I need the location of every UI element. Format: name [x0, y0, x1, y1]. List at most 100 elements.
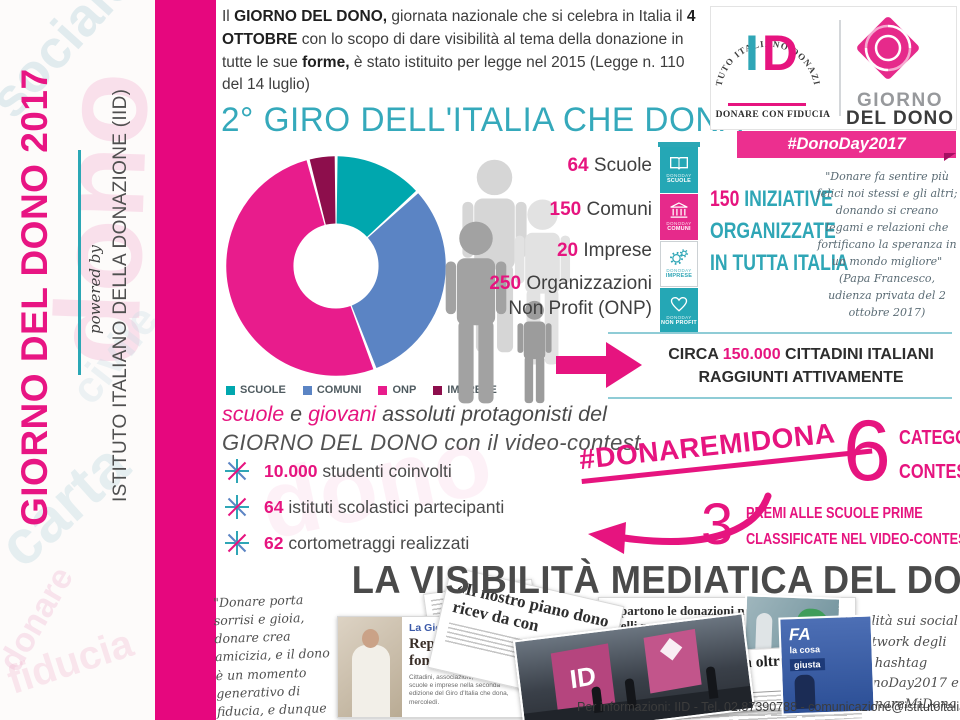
pope-photo [338, 617, 402, 717]
stat-onp: 250 Organizzazioni Non Profit (ONP) [392, 272, 652, 321]
legend-item: SCUOLE [226, 384, 286, 396]
pope-quote: "Donare fa sentire più felici noi stessi… [816, 170, 958, 320]
stat-value: 20 [556, 240, 579, 261]
stat-label: Comuni [586, 199, 652, 220]
iid-arc-text: ISTITUTO ITALIANO DONAZIONE [712, 10, 821, 87]
bullet-number: 10.000 [264, 460, 318, 481]
badge-non-profit: DONODAY NON PROFIT [660, 288, 698, 334]
bullet-label: istituti scolastici partecipanti [283, 496, 505, 517]
initiatives-text: INIZIATIVE [739, 186, 833, 211]
media-section-title: LA VISIBILITÀ MEDIATICA DEL DONO [351, 559, 960, 602]
diamond-shape [659, 638, 683, 661]
magenta-accent-bar [155, 0, 216, 720]
event-title-vertical: GIORNO DEL DONO 2017 [14, 68, 55, 526]
prizes-label: PREMI ALLE SCUOLE PRIME [746, 505, 923, 522]
categories-number: 6 [843, 403, 891, 499]
curved-arrow-icon [588, 492, 772, 554]
stat-label: Imprese [583, 240, 652, 261]
logo-card [710, 6, 957, 130]
bullet-text: 62 cortometraggi realizzati [264, 533, 469, 554]
reach-text: CITTADINI ITALIANI [780, 346, 934, 363]
tv-show-title: la cosa [789, 644, 821, 656]
contest-bullet: 64 istituti scolastici partecipanti [224, 494, 504, 520]
stat-label: Non Profit (ONP) [508, 297, 652, 319]
giorno-del-dono-wordmark: DEL DONO [846, 108, 954, 129]
prizes-label: CLASSIFICATE NEL VIDEO-CONTEST [746, 531, 960, 548]
contest-headline: GIORNO DEL DONO con il video-contest [222, 430, 641, 456]
clipping-body: Cittadini, associazioni, Comuni, scuole … [409, 673, 509, 706]
stat-value: 64 [567, 155, 589, 176]
contest-bullet: 62 cortometraggi realizzati [224, 530, 469, 556]
legend-swatch-onp [378, 385, 388, 395]
logo-divider [839, 20, 841, 116]
contest-brand: GIORNO DEL DONO [222, 430, 438, 455]
badge-label: SCUOLE [666, 178, 692, 184]
intro-segment: Il [222, 8, 235, 25]
right-arrow-icon [556, 342, 642, 388]
title-underline [658, 142, 700, 147]
legend-label: SCUOLE [240, 384, 286, 396]
badge-brand: DONODAY [666, 268, 692, 273]
book-icon [670, 157, 688, 170]
contest-accent: giovani [308, 402, 377, 426]
donut-chart [226, 156, 446, 376]
badge-brand: DONODAY [666, 221, 692, 226]
stat-imprese: 20 Imprese [392, 240, 652, 262]
initiatives-number: 150 [710, 186, 740, 211]
badge-brand: DONODAY [666, 173, 692, 178]
stat-label: Scuole [593, 155, 652, 176]
stat-value: 250 [489, 273, 522, 294]
reach-statement: CIRCA 150.000 CITTADINI ITALIANI RAGGIUN… [644, 343, 958, 389]
legend-label: ONP [392, 384, 417, 396]
ribbon-fold [944, 153, 956, 161]
legend-item: ONP [378, 384, 416, 396]
bullet-label: cortometraggi realizzati [283, 532, 470, 553]
iid-logo: ID [745, 28, 801, 78]
intro-paragraph: Il GIORNO DEL DONO, giornata nazionale c… [222, 6, 706, 97]
stat-comuni: 150 Comuni [392, 199, 652, 221]
contest-text: con il video-contest [437, 430, 641, 455]
prizes-number: 3 [701, 492, 734, 557]
donoday-ribbon: #DonoDay2017 [737, 131, 956, 158]
organization-name-vertical: ISTITUTO ITALIANO DELLA DONAZIONE (IID) [110, 88, 131, 502]
reach-number: 150.000 [722, 346, 781, 363]
powered-by-label: powered by [86, 245, 104, 334]
legend-label: COMUNI [316, 384, 362, 396]
asterisk-icon [225, 531, 249, 555]
bullet-label: studenti coinvolti [317, 460, 452, 481]
hashtag-banner: #DONAREMIDONA [577, 413, 873, 484]
badge-scuole: DONODAY SCUOLE [660, 147, 698, 193]
reach-text: RAGGIUNTI ATTIVAMENTE [698, 369, 904, 387]
intro-segment: è stato istituito per legge nel 2015 (Le… [222, 53, 685, 94]
contest-text: e [284, 402, 309, 426]
bullet-text: 10.000 studenti coinvolti [264, 461, 452, 482]
divider-line [608, 397, 952, 399]
stat-value: 150 [549, 199, 582, 220]
stage-diamond-panel [643, 628, 702, 694]
categories-label: CATEGORIE [899, 427, 960, 449]
badge-label: NON PROFIT [661, 320, 697, 326]
photo-shape [362, 629, 379, 648]
footer-contact-info: Per informazioni: IID - Tel. 02.87390788… [577, 700, 960, 714]
stat-label: Organizzazioni [526, 273, 652, 294]
legend-swatch-imprese [433, 385, 443, 395]
giorno-del-dono-diamond-icon [857, 17, 919, 79]
iid-tagline: DONARE CON FIDUCIA [715, 110, 831, 120]
heart-icon [670, 296, 688, 312]
legend-swatch-scuole [226, 385, 235, 395]
categories-label: CONTEST [899, 461, 960, 483]
bullet-text: 64 istituti scolastici partecipanti [264, 497, 504, 518]
badge-label: IMPRESE [665, 273, 693, 279]
divider-line [608, 332, 952, 334]
iid-letter-i: I [745, 25, 762, 81]
donoday-badges: DONODAY SCUOLE DONODAY COMUNI DONODAY IM… [660, 147, 698, 335]
intro-segment-bold: GIORNO DEL DONO, [234, 8, 388, 25]
newspaper-clipping-repubblica: La Giornata Repubblica fondata sul dono … [337, 616, 527, 718]
asterisk-icon [225, 495, 249, 519]
bank-icon [670, 202, 688, 218]
initiatives-callout: 150 INIZIATIVE ORGANIZZATE IN TUTTA ITAL… [710, 183, 918, 279]
sidebar-divider-line [78, 150, 81, 375]
iid-underline [728, 103, 806, 106]
legend-item: COMUNI [302, 384, 362, 396]
